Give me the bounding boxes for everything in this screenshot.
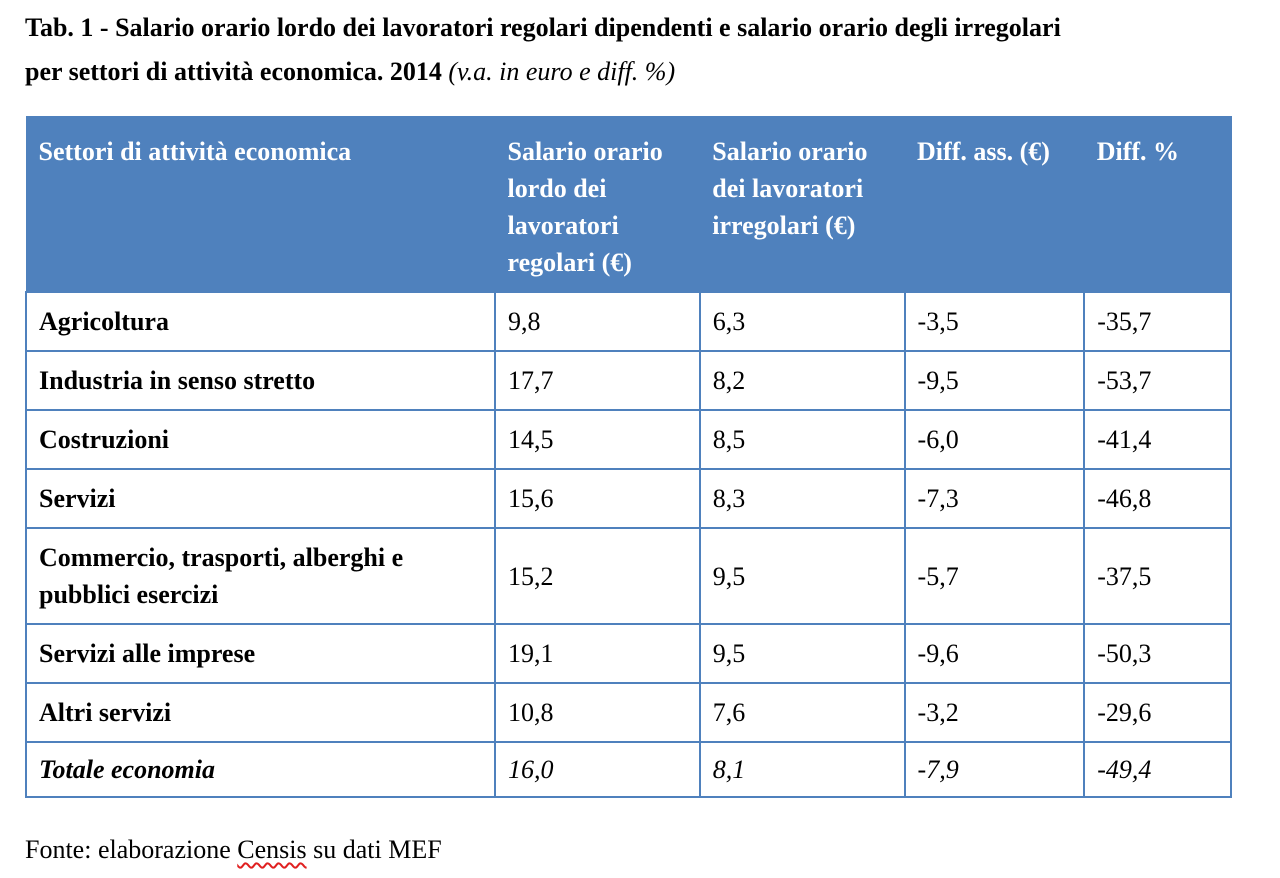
irregular-wage-cell: 8,5 — [698, 409, 906, 470]
regular-wage-cell: 15,2 — [494, 527, 701, 625]
table-row: Commercio, trasporti, alberghi e pubblic… — [25, 527, 1232, 625]
regular-wage-cell: 15,6 — [494, 468, 701, 529]
abs-diff-cell: -9,5 — [903, 350, 1086, 411]
source-suffix: su dati MEF — [306, 835, 442, 864]
header-abs-diff: Diff. ass. (€) — [904, 116, 1085, 293]
total-row: Totale economia 16,0 8,1 -7,9 -49,4 — [25, 741, 1232, 798]
header-regular-wage: Salario orario lordo dei lavoratori rego… — [494, 116, 701, 293]
total-pct-diff-cell: -49,4 — [1083, 741, 1232, 798]
sector-cell: Commercio, trasporti, alberghi e pubblic… — [25, 527, 496, 625]
table-row: Industria in senso stretto 17,7 8,2 -9,5… — [25, 350, 1232, 411]
irregular-wage-cell: 8,2 — [698, 350, 906, 411]
table-row: Agricoltura 9,8 6,3 -3,5 -35,7 — [25, 291, 1232, 352]
pct-diff-cell: -53,7 — [1083, 350, 1232, 411]
pct-diff-cell: -46,8 — [1083, 468, 1232, 529]
pct-diff-cell: -50,3 — [1083, 623, 1232, 684]
abs-diff-cell: -7,3 — [903, 468, 1086, 529]
title-line-1: Tab. 1 - Salario orario lordo dei lavora… — [25, 13, 1061, 42]
abs-diff-cell: -9,6 — [903, 623, 1086, 684]
sector-cell: Costruzioni — [25, 409, 496, 470]
title-units: (v.a. in euro e diff. %) — [448, 57, 676, 86]
sector-cell: Servizi alle imprese — [25, 623, 496, 684]
regular-wage-cell: 17,7 — [494, 350, 701, 411]
regular-wage-cell: 19,1 — [494, 623, 701, 684]
header-pct-diff: Diff. % — [1083, 116, 1232, 293]
source-note: Fonte: elaborazione Censis su dati MEF — [25, 830, 442, 870]
irregular-wage-cell: 6,3 — [698, 291, 906, 352]
sector-cell: Industria in senso stretto — [25, 350, 496, 411]
abs-diff-cell: -3,2 — [903, 682, 1086, 743]
irregular-wage-cell: 9,5 — [698, 527, 906, 625]
table-title: Tab. 1 - Salario orario lordo dei lavora… — [25, 6, 1265, 94]
table-header-row: Settori di attività economica Salario or… — [25, 116, 1232, 293]
regular-wage-cell: 10,8 — [494, 682, 701, 743]
source-highlight-word: Censis — [237, 835, 307, 864]
source-prefix: Fonte: elaborazione — [25, 835, 238, 864]
pct-diff-cell: -37,5 — [1083, 527, 1232, 625]
sector-cell: Agricoltura — [25, 291, 496, 352]
sector-cell: Servizi — [25, 468, 496, 529]
title-line-2: per settori di attività economica. 2014 — [25, 57, 442, 86]
table-row: Costruzioni 14,5 8,5 -6,0 -41,4 — [25, 409, 1232, 470]
table-row: Altri servizi 10,8 7,6 -3,2 -29,6 — [25, 682, 1232, 743]
pct-diff-cell: -35,7 — [1083, 291, 1232, 352]
abs-diff-cell: -5,7 — [903, 527, 1086, 625]
irregular-wage-cell: 8,3 — [698, 468, 906, 529]
pct-diff-cell: -29,6 — [1083, 682, 1232, 743]
pct-diff-cell: -41,4 — [1083, 409, 1232, 470]
total-regular-wage-cell: 16,0 — [494, 741, 701, 798]
total-abs-diff-cell: -7,9 — [903, 741, 1086, 798]
regular-wage-cell: 14,5 — [494, 409, 701, 470]
header-irregular-wage: Salario orario dei lavoratori irregolari… — [699, 116, 906, 293]
regular-wage-cell: 9,8 — [494, 291, 701, 352]
table-row: Servizi 15,6 8,3 -7,3 -46,8 — [25, 468, 1232, 529]
abs-diff-cell: -3,5 — [903, 291, 1086, 352]
irregular-wage-cell: 9,5 — [698, 623, 906, 684]
table-row: Servizi alle imprese 19,1 9,5 -9,6 -50,3 — [25, 623, 1232, 684]
sector-cell: Altri servizi — [25, 682, 496, 743]
wage-table: Settori di attività economica Salario or… — [25, 116, 1232, 798]
abs-diff-cell: -6,0 — [903, 409, 1086, 470]
header-sector: Settori di attività economica — [25, 116, 496, 293]
total-irregular-wage-cell: 8,1 — [698, 741, 906, 798]
total-label-cell: Totale economia — [25, 741, 496, 798]
irregular-wage-cell: 7,6 — [698, 682, 906, 743]
